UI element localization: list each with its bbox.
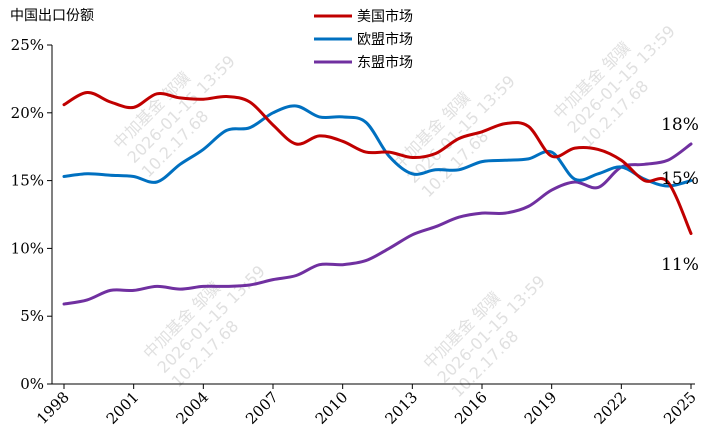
- x-tick-label: 2004: [172, 388, 212, 428]
- y-tick-label: 0%: [20, 375, 44, 393]
- legend-label: 美国市场: [357, 8, 413, 25]
- legend-label: 东盟市场: [357, 54, 413, 71]
- x-tick-label: 1998: [33, 388, 73, 428]
- x-tick-label: 2013: [381, 388, 421, 428]
- end-label: 15%: [661, 169, 699, 189]
- series-lines: [62, 91, 693, 306]
- y-tick-label: 10%: [11, 239, 44, 257]
- x-tick-label: 2022: [590, 388, 630, 428]
- x-tick-label: 2025: [660, 388, 700, 428]
- series-line-0: [62, 91, 693, 235]
- y-tick-label: 25%: [11, 36, 44, 54]
- x-tick-label: 2001: [103, 388, 143, 428]
- x-tick-label: 2010: [312, 388, 352, 428]
- series-line-2: [62, 142, 693, 306]
- legend-label: 欧盟市场: [357, 31, 413, 48]
- y-tick-label: 20%: [11, 104, 44, 122]
- end-label: 18%: [661, 115, 699, 135]
- end-labels: 18% 15% 11%: [661, 115, 699, 275]
- x-tick-label: 2007: [242, 388, 282, 428]
- y-tick-label: 5%: [20, 307, 44, 325]
- series-line-1: [62, 104, 693, 188]
- y-tick-label: 15%: [11, 172, 44, 190]
- x-tick-label: 2019: [521, 388, 561, 428]
- end-label: 11%: [661, 255, 699, 275]
- chart-title: 中国出口份额: [10, 8, 94, 24]
